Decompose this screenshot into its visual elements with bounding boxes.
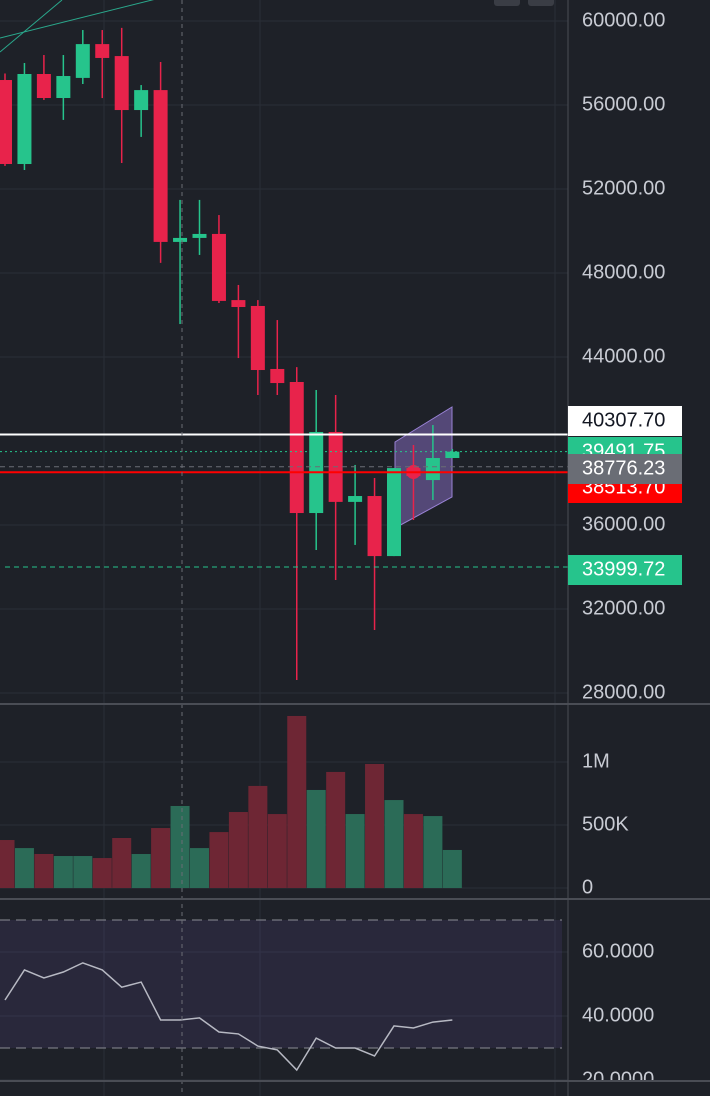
volume-bar [209,832,229,889]
candle-body [36,74,51,99]
y-tick-label: 40.0000 [582,1004,654,1026]
candle-body [17,74,32,165]
y-tick-label: 36000.00 [582,513,665,535]
candle-body [231,300,246,308]
candle-body [0,80,12,165]
volume-bar [384,800,404,889]
rsi-line [4,962,453,1072]
y-tick-label: 60000.00 [582,9,665,31]
toolbar-button[interactable] [494,0,520,6]
volume-bar [170,805,190,889]
candle-body [173,237,188,242]
pane: 28000.00 32000.00 36000.00 44000.00 48000.00… [0,9,665,703]
candle-body [192,233,207,238]
volume-bar [131,854,151,889]
volume-bar [365,763,385,889]
candle-body [445,451,460,459]
pane-separators [0,703,710,1082]
candle-body [425,458,440,481]
candle-body [56,76,71,99]
candle-body [95,44,110,58]
y-tick-label: 28000.00 [582,681,665,703]
candle-body [250,305,265,371]
pane: 20.0000 40.0000 60.0000 [0,919,654,1090]
volume-bar [248,785,268,889]
y-tick-label: 44000.00 [582,345,665,367]
volume-bar [423,816,443,889]
volume-bar [73,856,93,889]
price-label-box [568,555,682,585]
volume-bar [403,814,423,889]
volume-bar [287,715,307,889]
y-tick-label: 500K [582,813,629,835]
y-tick-label: 60.0000 [582,940,654,962]
volume-bar [0,840,15,889]
price-label-box [568,454,682,484]
candle-body [348,496,363,502]
candle-body [134,90,149,111]
price-label-box [568,406,682,436]
volume-bar [326,771,346,889]
price-label: 33999.72 [582,558,665,580]
candle-body [153,90,168,242]
volume-bar [442,849,462,889]
y-tick-label: 20.0000 [582,1068,654,1090]
candle-body [211,233,226,301]
volume-bar [306,789,326,889]
volume-bar [53,856,73,889]
toolbar-button[interactable] [528,0,554,6]
volume-bar [345,814,365,889]
vertical-grid [103,0,556,1096]
plot-layer: 28000.00 32000.00 36000.00 44000.00 48000.00… [0,9,665,1090]
volume-bar [92,858,112,889]
volume-bar [267,814,287,889]
price-label: 40307.70 [582,409,665,431]
candle-body [270,368,285,384]
price-label: 38776.23 [582,457,665,479]
y-tick-label: 1M [582,750,610,772]
volume-bar [14,848,34,889]
candle-body [289,381,304,514]
candle-body [114,56,129,111]
volume-bar [190,848,209,889]
volume-bar [34,854,54,889]
y-tick-label: 0 [582,876,593,898]
candle-body [367,496,382,557]
rsi-band [0,920,562,1048]
y-tick-label: 32000.00 [582,597,665,619]
trend-lines [0,0,155,53]
pane: 0 500K 1M [0,715,629,898]
y-tick-label: 52000.00 [582,177,665,199]
y-tick-label: 56000.00 [582,93,665,115]
candle-body [75,44,90,78]
y-tick-label: 48000.00 [582,261,665,283]
volume-bar [112,837,132,889]
volume-bar [228,812,248,889]
volume-bar [151,828,171,889]
candle-body [387,468,401,557]
